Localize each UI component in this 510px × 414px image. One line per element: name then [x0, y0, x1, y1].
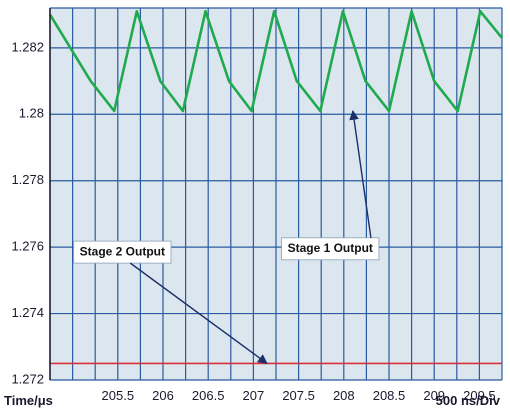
x-tick-label: 208 — [333, 388, 355, 403]
x-tick-label: 207 — [243, 388, 265, 403]
tick-layer: 1.272 1.274 1.276 1.278 1.28 1.282 205.5 206 206… — [11, 39, 495, 403]
x-tick-label: 208.5 — [373, 388, 406, 403]
y-tick-label: 1.272 — [11, 371, 44, 386]
x-tick-label: 209 — [423, 388, 445, 403]
series-layer — [48, 8, 504, 380]
annotation-stage1-box — [281, 237, 380, 261]
annotation-stage2-label: Stage 2 Output — [80, 244, 165, 258]
grid-layer — [49, 7, 503, 381]
y-tick-label: 1.278 — [11, 172, 44, 187]
annotation-layer: Stage 1 Output Stage 2 Output — [73, 109, 380, 364]
annotation-stage1-label: Stage 1 Output — [288, 241, 373, 255]
annotation-stage2-arrow — [129, 262, 268, 364]
time-per-division-label: 500 ns/Div — [436, 393, 501, 408]
series-line-stage1 — [48, 10, 504, 113]
annotation-stage1-arrow — [349, 109, 372, 238]
x-axis-label: Time/μs — [4, 393, 53, 408]
x-tick-label: 207.5 — [282, 388, 315, 403]
x-tick-label: 206.5 — [192, 388, 225, 403]
x-tick-label: 209.5 — [463, 388, 496, 403]
y-tick-label: 1.28 — [19, 106, 44, 121]
y-tick-label: 1.276 — [11, 239, 44, 254]
x-tick-label: 206 — [152, 388, 174, 403]
annotation-stage2-box — [73, 240, 172, 264]
y-tick-label: 1.282 — [11, 39, 44, 54]
x-tick-label: 205.5 — [102, 388, 135, 403]
y-tick-label: 1.274 — [11, 305, 44, 320]
